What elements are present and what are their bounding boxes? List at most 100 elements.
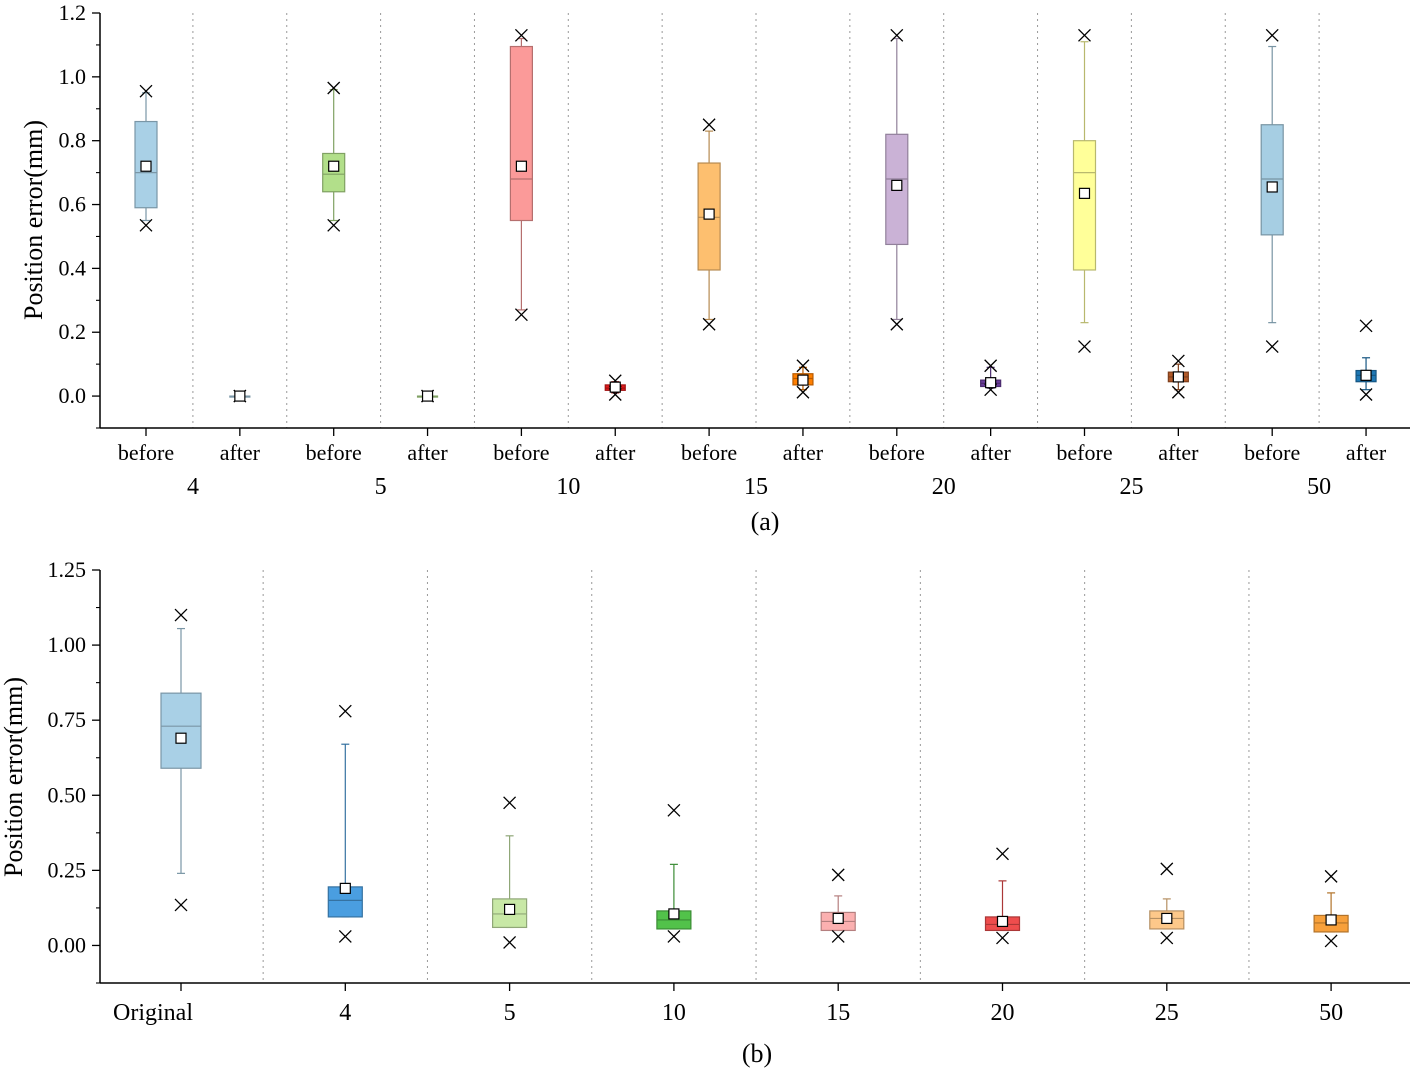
panel-a-group-label-5: 5 bbox=[375, 474, 387, 500]
panel-b-y-tick-label: 0.50 bbox=[48, 782, 87, 807]
panel-a-4-before-max-marker bbox=[139, 84, 153, 98]
panel-b-4-min-marker bbox=[338, 929, 352, 943]
panel-b-10-min-marker bbox=[667, 929, 681, 943]
panel-b-x-label-4: 4 bbox=[339, 1000, 351, 1026]
panel-a-15-before-max-marker bbox=[702, 118, 716, 132]
panel-a-x-label-before: before bbox=[1056, 440, 1112, 465]
panel-b-10-mean-marker bbox=[668, 908, 680, 920]
panel-a-y-axis-title: Position error(mm) bbox=[19, 120, 48, 320]
panel-a-y-tick-label: 0.0 bbox=[59, 383, 87, 408]
panel-b-10-max-marker bbox=[667, 803, 681, 817]
panel-a-25-before-min-marker bbox=[1078, 340, 1091, 354]
panel-b-25-max-marker bbox=[1160, 862, 1174, 876]
panel-a-25-before-max-marker bbox=[1078, 28, 1091, 42]
panel-a-50-before-mean-marker bbox=[1266, 181, 1278, 193]
panel-b-50-min-marker bbox=[1324, 934, 1338, 948]
panel-a-x-label-before: before bbox=[118, 440, 174, 465]
panel-a-x-label-before: before bbox=[306, 440, 362, 465]
panel-a-y-tick-label: 0.2 bbox=[59, 319, 87, 344]
panel-b-x-label-5: 5 bbox=[504, 1000, 516, 1026]
panel-a-5-before-min-marker bbox=[327, 218, 341, 232]
panel-b-x-labels: Original 4 5 10 15 20 25 50 bbox=[113, 1000, 1343, 1026]
panel-a-15-after-mean-marker bbox=[797, 374, 809, 386]
panel-a-x-label-after: after bbox=[971, 440, 1012, 465]
panel-b-y-axis-title: Position error(mm) bbox=[0, 677, 28, 877]
panel-a-50-before-min-marker bbox=[1265, 340, 1279, 354]
panel-a-group-label-10: 10 bbox=[556, 474, 580, 500]
panel-a-y-tick-label: 0.8 bbox=[59, 128, 87, 153]
panel-a-50-before-box bbox=[1260, 124, 1284, 236]
panel-a-group-label-50: 50 bbox=[1307, 474, 1331, 500]
panel-a-25-before-mean-marker bbox=[1078, 187, 1091, 199]
panel-b-x-label-10: 10 bbox=[662, 1000, 686, 1026]
panel-a-boxes bbox=[134, 28, 1377, 403]
panel-b-y-tick-label: 0.25 bbox=[48, 857, 87, 882]
panel-a-10-after-mean-marker bbox=[609, 381, 621, 393]
panel-b-Original-min-marker bbox=[174, 898, 188, 912]
panel-a-x-label-before: before bbox=[681, 440, 737, 465]
panel-a-x-label-before: before bbox=[869, 440, 925, 465]
panel-a-x-label-after: after bbox=[220, 440, 261, 465]
panel-b-axes bbox=[99, 570, 1410, 991]
panel-a-15-after-min-marker bbox=[796, 385, 810, 399]
panel-b-20-min-marker bbox=[996, 931, 1009, 945]
panel-b-y-ticks: 0.00 0.25 0.50 0.75 1.00 1.25 bbox=[48, 557, 100, 984]
panel-b-5-max-marker bbox=[503, 796, 517, 810]
panel-a-y-tick-label: 1.2 bbox=[59, 0, 87, 25]
panel-a-25-after-max-marker bbox=[1171, 354, 1185, 368]
panel-a-50-after-max-marker bbox=[1359, 319, 1373, 333]
panel-a-x-label-after: after bbox=[407, 440, 448, 465]
panel-b-Original-box bbox=[160, 692, 202, 769]
panel-a-x-label-after: after bbox=[1158, 440, 1199, 465]
panel-b-y-tick-label: 1.25 bbox=[48, 557, 87, 582]
panel-a-y-tick-label: 1.0 bbox=[59, 64, 87, 89]
panel-a-20-after-mean-marker bbox=[985, 377, 997, 389]
panel-a-50-before-max-marker bbox=[1265, 28, 1279, 42]
panel-b-y-tick-label: 0.00 bbox=[48, 932, 87, 957]
panel-a-25-after-mean-marker bbox=[1172, 371, 1184, 383]
panel-a: 0.00.20.40.60.81.01.2 before after4before… bbox=[19, 0, 1410, 536]
panel-a-y-tick-label: 0.6 bbox=[59, 192, 87, 217]
panel-a-10-before-mean-marker bbox=[515, 160, 528, 172]
panel-b-boxes bbox=[160, 608, 1349, 949]
panel-a-x-label-after: after bbox=[595, 440, 636, 465]
panel-a-25-before-box bbox=[1072, 140, 1097, 271]
panel-b-caption: (b) bbox=[742, 1039, 772, 1068]
panel-a-4-before-min-marker bbox=[139, 218, 153, 232]
panel-b-15-max-marker bbox=[831, 868, 845, 882]
panel-b-Original-max-marker bbox=[174, 608, 188, 622]
panel-b-25-mean-marker bbox=[1161, 912, 1173, 925]
panel-b-50-max-marker bbox=[1324, 869, 1338, 883]
panel-a-y-tick-label: 0.4 bbox=[59, 255, 87, 280]
panel-a-10-before-max-marker bbox=[514, 28, 528, 42]
panel-b-15-min-marker bbox=[831, 929, 845, 943]
panel-a-y-ticks: 0.0 0.2 0.4 0.6 0.8 1.0 1.2 bbox=[59, 0, 100, 429]
panel-a-5-before-box bbox=[322, 152, 346, 193]
panel-a-4-after-mean-marker bbox=[234, 390, 246, 402]
panel-b-20-max-marker bbox=[996, 847, 1009, 861]
panel-a-group-label-25: 25 bbox=[1119, 474, 1143, 500]
panel-a-10-before-box bbox=[509, 45, 533, 222]
panel-b-4-mean-marker bbox=[339, 882, 351, 894]
panel-b: 0.00 0.25 0.50 0.75 1.00 1.25 Original 4 5 10 15 2… bbox=[0, 557, 1410, 1068]
panel-b-50-mean-marker bbox=[1325, 914, 1337, 926]
panel-a-15-after-max-marker bbox=[796, 359, 810, 373]
panel-a-20-before-mean-marker bbox=[891, 179, 903, 191]
panel-a-x-label-after: after bbox=[783, 440, 824, 465]
panel-b-y-tick-label: 0.75 bbox=[48, 707, 87, 732]
panel-a-15-before-min-marker bbox=[702, 317, 716, 331]
panel-a-20-before-max-marker bbox=[890, 28, 904, 42]
panel-a-x-label-before: before bbox=[493, 440, 549, 465]
panel-b-x-label-50: 50 bbox=[1319, 1000, 1343, 1026]
panel-a-group-label-4: 4 bbox=[187, 474, 199, 500]
panel-a-caption: (a) bbox=[751, 507, 780, 536]
panel-a-group-label-20: 20 bbox=[932, 474, 956, 500]
panel-a-20-before-min-marker bbox=[890, 317, 904, 331]
panel-a-4-before-mean-marker bbox=[140, 160, 152, 172]
panel-a-10-before-min-marker bbox=[514, 308, 528, 322]
panel-a-x-labels: before after 4 before after 5 before after 10 bef… bbox=[118, 440, 1387, 500]
panel-b-15-mean-marker bbox=[832, 912, 844, 925]
panel-b-separators bbox=[262, 570, 1250, 983]
panel-b-x-label-15: 15 bbox=[826, 1000, 850, 1026]
panel-a-separators bbox=[192, 13, 1320, 428]
